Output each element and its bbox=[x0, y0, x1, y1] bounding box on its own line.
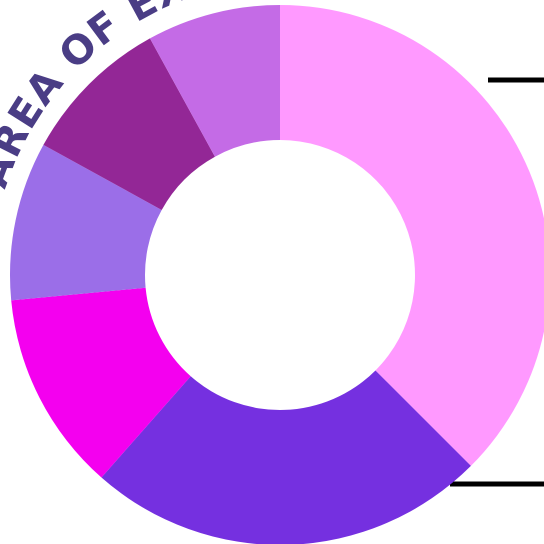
donut-slices bbox=[10, 5, 544, 544]
donut-slice-6 bbox=[149, 5, 280, 157]
donut-slice-4 bbox=[10, 144, 162, 301]
donut-slice-5 bbox=[43, 38, 215, 210]
donut-slice-1 bbox=[280, 5, 544, 466]
donut-slice-2 bbox=[101, 370, 471, 544]
donut-slice-3 bbox=[11, 287, 191, 478]
